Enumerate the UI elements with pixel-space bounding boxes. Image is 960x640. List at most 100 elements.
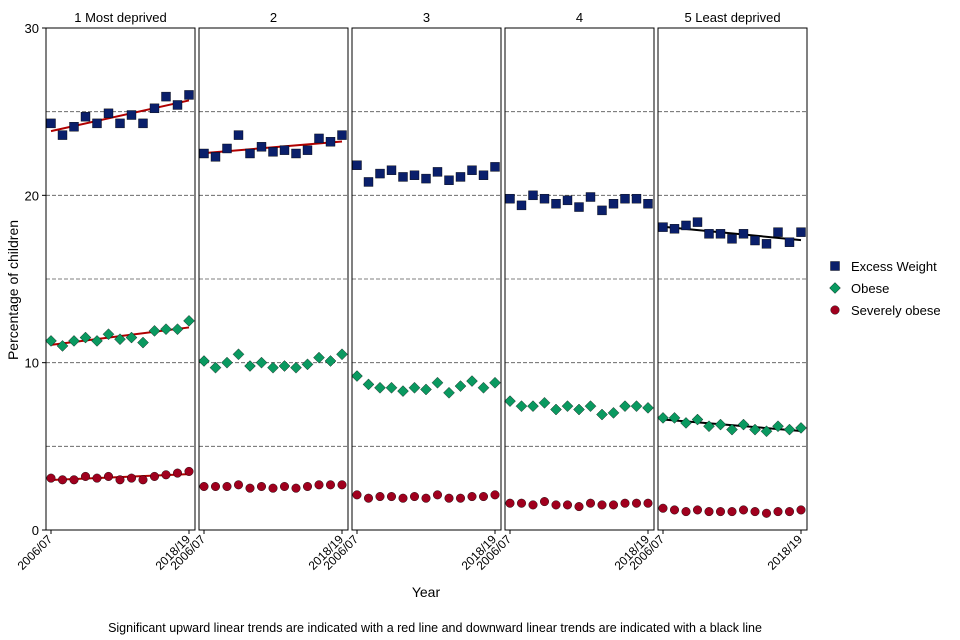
data-point	[772, 420, 784, 433]
data-point	[716, 507, 726, 517]
data-point	[517, 498, 527, 508]
data-point	[574, 502, 584, 512]
data-point	[160, 323, 172, 335]
data-point	[302, 145, 313, 155]
data-point	[454, 380, 467, 392]
data-point	[420, 383, 432, 396]
data-point	[527, 400, 539, 412]
data-point	[505, 193, 515, 204]
panel-frame	[657, 27, 808, 531]
data-point	[102, 328, 115, 341]
data-point	[739, 505, 749, 515]
data-point	[528, 190, 538, 201]
data-point	[573, 403, 585, 416]
data-point	[760, 425, 773, 438]
data-point	[244, 360, 256, 372]
panel-frame	[351, 27, 502, 531]
data-point	[363, 177, 374, 187]
data-point	[749, 423, 761, 436]
series-severely-obese	[199, 480, 347, 493]
data-point	[386, 165, 397, 175]
data-point	[466, 375, 478, 387]
data-point	[69, 122, 79, 132]
data-point	[352, 160, 362, 170]
data-point	[489, 376, 501, 389]
y-tick-label: 10	[25, 356, 39, 371]
legend-label: Excess Weight	[851, 259, 937, 274]
data-point	[233, 480, 243, 490]
data-point	[161, 470, 171, 480]
data-point	[374, 381, 386, 394]
series-obese	[198, 348, 348, 374]
data-point	[658, 503, 668, 513]
data-point	[137, 336, 149, 349]
legend-item: Excess Weight	[830, 259, 937, 274]
data-point	[183, 315, 195, 327]
data-point	[398, 172, 408, 182]
data-point	[692, 217, 703, 227]
series-excess-weight	[46, 90, 194, 140]
data-point	[515, 400, 528, 412]
data-point	[784, 237, 795, 247]
data-point	[313, 351, 325, 364]
data-point	[103, 108, 114, 119]
data-point	[607, 407, 620, 419]
legend-label: Severely obese	[851, 303, 941, 318]
data-point	[408, 381, 421, 394]
data-point	[642, 402, 654, 414]
y-tick-label: 20	[25, 188, 39, 203]
data-point	[138, 475, 148, 485]
series-excess-weight	[505, 190, 653, 216]
data-point	[126, 473, 136, 483]
data-point	[161, 91, 171, 102]
data-point	[148, 325, 161, 337]
data-point	[57, 130, 68, 140]
series-obese	[504, 395, 654, 421]
data-point	[443, 387, 455, 399]
data-point	[727, 507, 737, 517]
data-point	[551, 500, 561, 510]
data-point	[669, 224, 680, 234]
series-severely-obese	[46, 466, 194, 485]
data-point	[326, 480, 336, 490]
data-point	[290, 361, 302, 374]
data-point	[222, 143, 232, 154]
data-point	[301, 358, 314, 371]
series-severely-obese	[658, 503, 806, 518]
data-point	[291, 483, 301, 493]
data-point	[477, 381, 490, 394]
panel-title: 5 Least deprived	[684, 10, 780, 25]
data-point	[80, 471, 90, 481]
data-point	[91, 335, 103, 347]
data-point	[670, 505, 680, 515]
data-point	[597, 500, 607, 510]
data-point	[79, 331, 92, 344]
data-point	[704, 507, 714, 517]
data-point	[516, 200, 527, 211]
panel-title: 4	[576, 10, 583, 25]
data-point	[375, 168, 385, 179]
data-point	[738, 229, 749, 239]
data-point	[773, 227, 783, 237]
data-point	[750, 235, 760, 246]
data-point	[268, 147, 278, 157]
data-point	[138, 118, 148, 129]
data-point	[478, 170, 489, 180]
data-point	[92, 473, 102, 483]
data-point	[387, 492, 397, 502]
data-point	[528, 500, 538, 510]
data-point	[222, 481, 232, 491]
data-point	[125, 331, 138, 344]
data-point	[562, 195, 573, 206]
data-point	[257, 481, 267, 491]
data-point	[324, 355, 337, 367]
data-point	[431, 376, 444, 389]
data-point	[773, 507, 783, 517]
data-point	[715, 229, 726, 239]
data-point	[210, 481, 220, 491]
data-point	[479, 492, 489, 502]
data-point	[796, 505, 806, 515]
